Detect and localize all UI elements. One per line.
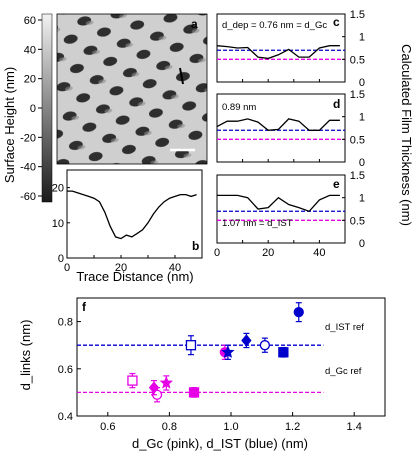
y-tick-label: 1 [359,32,365,44]
trace-line [216,118,340,131]
panel-letter-a: a [191,17,198,31]
calc-thickness-label: Calculated Film Thickness (nm) [399,44,414,226]
trace-line [216,45,340,60]
colorbar-tick-label: -20 [20,132,36,144]
plot-frame [216,174,346,244]
y-tick-label: 1.5 [350,170,365,182]
y-tick-label: 0 [359,238,365,250]
f-xlabel: d_Gc (pink), d_IST (blue) (nm) [132,436,308,451]
x-tick-label: 0.8 [162,421,177,433]
x-tick-label: 0.6 [100,421,115,433]
colorbar [41,13,53,203]
c-annotation: d_dep = 0.76 nm = d_Gc [222,20,327,31]
y-tick-label: 0 [58,253,64,265]
y-tick-label: 0.5 [350,134,365,146]
y-tick-label: 10 [52,218,64,230]
colorbar-tick-label: 20 [24,74,36,86]
d-annotation: 0.89 nm [222,102,256,113]
panel-f: 0.6 0.8 1.0 1.2 1.4 0.4 0.6 0.8 [58,297,386,433]
panel-c: 0 0.5 1 1.5 [216,9,365,89]
panel-e: 0 0.5 1 1.5 0 20 40 [214,170,365,259]
colorbar-ticks: 60 40 20 0 -20 -40 -60 [20,15,42,203]
pink-square-marker [188,387,200,398]
y-tick-label: 0.5 [350,54,365,66]
panel-letter-b: b [192,239,199,253]
panel-b: 0 10 20 0 20 40 [52,169,203,274]
x-tick-label: 1.4 [347,421,362,433]
plot-frame [66,169,203,259]
y-tick-label: 1.5 [350,89,365,101]
pink-star-marker [159,375,173,389]
colorbar-tick-label: -60 [20,191,36,203]
trace-line [217,194,340,213]
e-annotation: 1.07 nm = d_IST [222,218,293,229]
surface-height-label: Surface Height (nm) [2,67,17,183]
panel-d: 0 0.5 1 1.5 [216,89,365,169]
f-ylabel: d_links (nm) [18,320,33,391]
colorbar-tick-label: 40 [24,44,36,56]
ref-ist-label: d_IST ref [325,322,364,333]
y-tick-label: 1.5 [350,9,365,21]
trace-line [67,190,197,240]
y-tick-label: 0.6 [58,364,73,376]
blue-square-marker [278,347,289,358]
afm-image [56,13,208,165]
x-tick-label: 0 [214,247,220,259]
y-tick-label: 0 [359,157,365,169]
panel-letter-d: d [333,97,340,111]
y-tick-label: 20 [52,183,64,195]
x-tick-label: 0 [64,262,70,274]
pink-square-open-marker [127,375,138,386]
y-tick-label: 0.8 [58,317,73,329]
trace-distance-label: Trace Distance (nm) [76,269,193,284]
blue-diamond-marker [241,334,252,347]
panel-letter-e: e [333,177,340,191]
x-tick-label: 1.0 [223,421,238,433]
y-tick-label: 1 [359,112,365,124]
pink-diamond-marker [148,381,160,394]
blue-circle-open-marker [259,340,271,351]
x-tick-label: 1.2 [285,421,300,433]
plot-frame [216,13,346,83]
x-tick-label: 20 [262,247,274,259]
colorbar-tick-label: 0 [30,103,36,115]
colorbar-tick-label: 60 [24,15,36,27]
x-tick-label: 40 [169,262,181,274]
ref-gc-label: d_Gc ref [325,366,362,377]
x-tick-label: 40 [313,247,325,259]
y-tick-label: 0.5 [350,215,365,227]
panel-letter-c: c [333,15,340,29]
y-tick-label: 0 [359,77,365,89]
colorbar-tick-label: -40 [20,162,36,174]
trace-line-marker [179,67,184,85]
blue-star-marker [221,345,235,358]
x-tick-label: 20 [115,262,127,274]
y-tick-label: 1 [359,193,365,205]
plot-frame [216,93,346,163]
y-tick-label: 0.4 [58,411,73,423]
blue-square-open-marker [185,340,197,351]
blue-circle-marker [293,307,304,318]
panel-letter-f: f [82,300,87,314]
